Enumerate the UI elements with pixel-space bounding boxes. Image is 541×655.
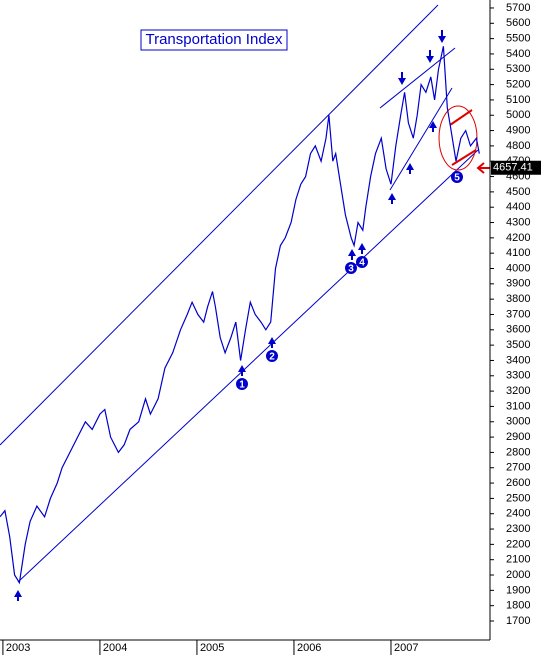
y-tick-label: 2200 [506,538,530,550]
y-tick-label: 3400 [506,354,530,366]
arrow-up [268,337,276,348]
arrow-up [238,365,246,376]
flag-bottom [451,149,477,166]
y-tick-label: 2900 [506,431,530,443]
y-tick-label: 3500 [506,339,530,351]
y-tick-label: 1800 [506,600,530,612]
title-box [140,29,288,51]
annotation-label: 3 [348,264,354,275]
y-tick-label: 5300 [506,63,530,75]
y-tick-label: 2400 [506,508,530,520]
arrow-up [14,590,22,601]
y-tick-label: 4100 [506,247,530,259]
last-price-box [491,160,541,175]
y-tick-label: 5600 [506,17,530,29]
y-tick-label: 3800 [506,293,530,305]
annotation-badge [345,262,357,274]
annotation-badge [266,350,278,362]
y-tick-label: 3100 [506,400,530,412]
y-tick-label: 3700 [506,308,530,320]
y-tick-label: 3200 [506,385,530,397]
annotation-label: 4 [359,258,365,269]
arrow-up [388,193,396,204]
y-tick-label: 2600 [506,477,530,489]
y-tick-label: 2000 [506,569,530,581]
annotation-badge [451,171,463,183]
arrows [14,30,446,601]
y-tick-label: 2100 [506,554,530,566]
arrow-up [429,121,437,132]
x-tick-label: 2005 [200,642,224,654]
pattern-markers [438,105,490,174]
lower-channel [17,149,479,583]
upper-channel [0,4,439,446]
price-pointer-head [476,162,485,174]
y-tick-label: 1700 [506,615,530,627]
y-tick-label: 4800 [506,140,530,152]
x-tick-label: 2006 [297,642,321,654]
y-tick-label: 5100 [506,94,530,106]
y-tick-label: 2700 [506,462,530,474]
y-tick-label: 5000 [506,109,530,121]
arrow-up [348,249,356,260]
y-tick-label: 2800 [506,446,530,458]
y-tick-label: 5700 [506,2,530,14]
y-tick-label: 1900 [506,584,530,596]
y-tick-label: 4200 [506,232,530,244]
annotation-badge [356,256,368,268]
y-tick-label: 4000 [506,262,530,274]
trend-lines [0,4,479,583]
arrow-down [438,30,446,43]
upper-wedge [379,47,456,109]
y-tick-label: 5400 [506,48,530,60]
annotation-label: 5 [454,173,460,184]
y-tick-label: 3300 [506,370,530,382]
annotation-label: 2 [269,352,275,363]
y-tick-label: 4900 [506,124,530,136]
y-tick-label: 3900 [506,278,530,290]
annotation-label: 1 [239,380,245,391]
arrow-up [358,243,366,254]
last-price-label: 4657.41 [493,162,533,174]
x-tick-label: 2007 [394,642,418,654]
lower-wedge [389,87,453,191]
y-tick-label: 5200 [506,79,530,91]
flag-top [449,109,473,126]
y-tick-label: 3000 [506,416,530,428]
arrow-up [406,163,414,174]
y-tick-label: 5500 [506,33,530,45]
arrow-down [398,72,406,85]
chart-title: Transportation Index [145,31,283,48]
y-tick-label: 4500 [506,186,530,198]
y-tick-label: 4300 [506,216,530,228]
y-tick-label: 2500 [506,492,530,504]
annotation-badge [236,378,248,390]
arrow-down [426,50,434,63]
highlight-circle [438,105,478,171]
x-tick-label: 2003 [6,642,30,654]
y-tick-label: 4400 [506,201,530,213]
price-line [0,46,480,585]
x-tick-label: 2004 [103,642,127,654]
y-tick-label: 2300 [506,523,530,535]
y-tick-label: 3600 [506,324,530,336]
